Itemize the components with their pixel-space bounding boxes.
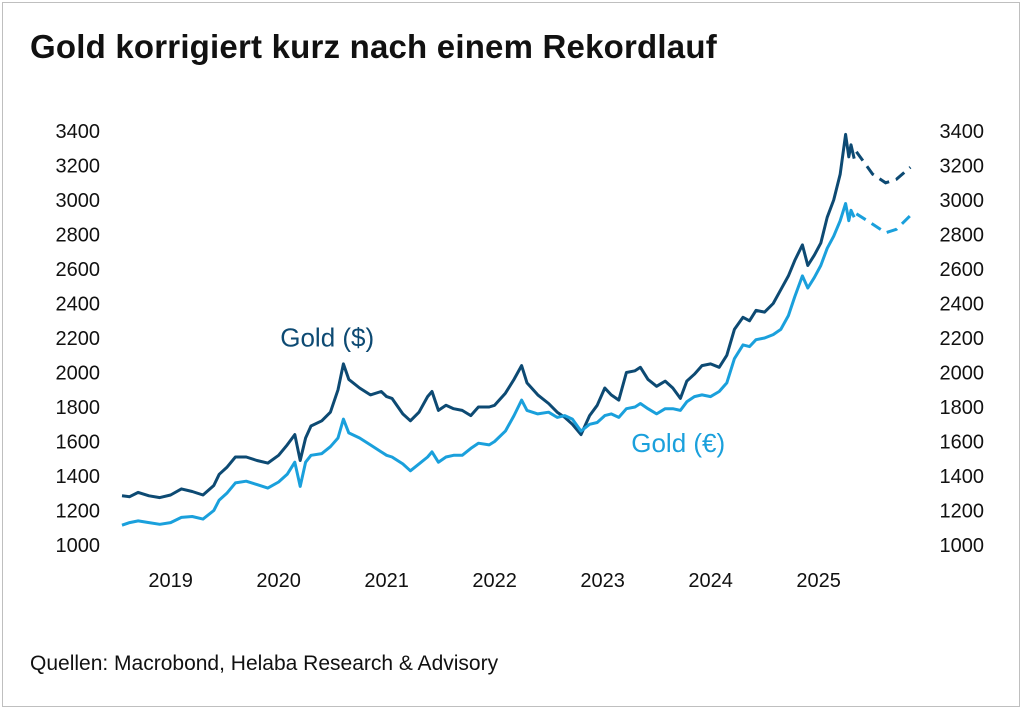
y-axis-right: 1000 1200 1400 1600 1800 2000 2200 2400 2600 2800… xyxy=(940,121,985,557)
y-tick-right-1200: 1200 xyxy=(940,501,985,523)
series-layer xyxy=(121,132,912,527)
y-tick-right-2800: 2800 xyxy=(940,225,985,247)
chart-title: Gold korrigiert kurz nach einem Rekordla… xyxy=(30,28,717,65)
x-tick-2024: 2024 xyxy=(688,570,733,592)
y-tick-left-1400: 1400 xyxy=(56,466,101,488)
y-tick-left-2800: 2800 xyxy=(56,225,101,247)
y-tick-left-3000: 3000 xyxy=(56,190,101,212)
series-label-gold-usd: Gold ($) xyxy=(280,323,374,353)
y-tick-left-1600: 1600 xyxy=(56,432,101,454)
y-tick-left-2200: 2200 xyxy=(56,328,101,350)
y-tick-right-2200: 2200 xyxy=(940,328,985,350)
y-axis-left: 1000 1200 1400 1600 1800 2000 2200 2400 2600 2800… xyxy=(56,121,101,557)
x-axis: 2019 2020 2021 2022 2023 2024 2025 xyxy=(148,570,841,592)
y-tick-right-2400: 2400 xyxy=(940,294,985,316)
y-tick-left-1000: 1000 xyxy=(56,535,101,557)
x-tick-2025: 2025 xyxy=(796,570,841,592)
y-tick-right-1800: 1800 xyxy=(940,397,985,419)
y-tick-left-3200: 3200 xyxy=(56,156,101,178)
x-tick-2021: 2021 xyxy=(364,570,409,592)
y-tick-right-2600: 2600 xyxy=(940,259,985,281)
y-tick-left-1200: 1200 xyxy=(56,501,101,523)
y-tick-right-1400: 1400 xyxy=(940,466,985,488)
series-line-gold-usd xyxy=(121,132,856,500)
y-tick-left-1800: 1800 xyxy=(56,397,101,419)
series-label-gold-eur: Gold (€) xyxy=(631,428,725,458)
x-tick-2023: 2023 xyxy=(580,570,625,592)
x-tick-2020: 2020 xyxy=(256,570,301,592)
annotation-layer: Gold ($) Gold (€) xyxy=(280,323,725,458)
y-tick-right-2000: 2000 xyxy=(940,363,985,385)
y-tick-left-2400: 2400 xyxy=(56,294,101,316)
y-tick-left-3400: 3400 xyxy=(56,121,101,143)
y-tick-left-2000: 2000 xyxy=(56,363,101,385)
source-note: Quellen: Macrobond, Helaba Research & Ad… xyxy=(30,652,499,675)
forecast-line-gold-eur xyxy=(855,212,912,235)
y-tick-right-3200: 3200 xyxy=(940,156,985,178)
x-tick-2022: 2022 xyxy=(472,570,517,592)
x-tick-2019: 2019 xyxy=(148,570,193,592)
y-tick-right-3000: 3000 xyxy=(940,190,985,212)
series-line-gold-eur xyxy=(121,202,856,527)
y-tick-right-1000: 1000 xyxy=(940,535,985,557)
y-tick-right-3400: 3400 xyxy=(940,121,985,143)
y-tick-right-1600: 1600 xyxy=(940,432,985,454)
forecast-line-gold-usd xyxy=(855,150,912,185)
y-tick-left-2600: 2600 xyxy=(56,259,101,281)
